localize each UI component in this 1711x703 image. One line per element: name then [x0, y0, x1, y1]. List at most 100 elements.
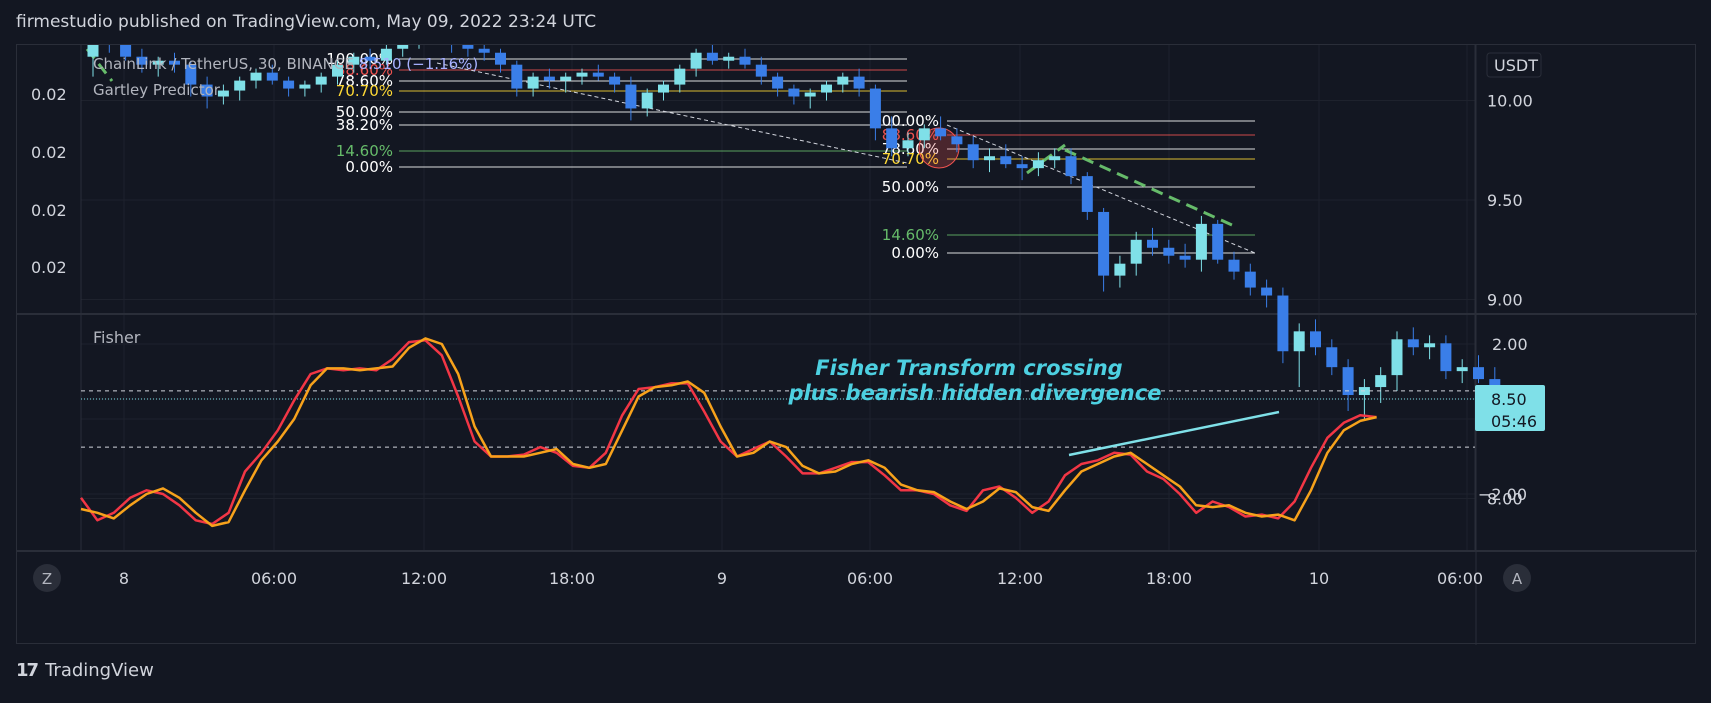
time-tick-label: 8	[119, 569, 129, 588]
time-tick-label: 12:00	[401, 569, 447, 588]
fisher-tick-label: −2.00	[1478, 485, 1527, 504]
candle-body	[527, 76, 539, 89]
candle-body	[1342, 367, 1354, 396]
candle-body	[462, 45, 474, 49]
candle-body	[1391, 339, 1403, 376]
current-price-badge	[1475, 385, 1545, 431]
candle-body	[332, 64, 343, 77]
candle-body	[788, 88, 800, 97]
candle-body	[1212, 223, 1224, 260]
candle-body	[1049, 156, 1061, 161]
fib1-diagonal	[436, 62, 908, 164]
candle-body	[1195, 223, 1207, 260]
candle-body	[1163, 247, 1175, 256]
candle-body	[1179, 255, 1191, 260]
time-tick-label: 06:00	[1437, 569, 1483, 588]
divergence-line	[1068, 410, 1280, 457]
candle-body	[1147, 239, 1158, 248]
candle-body	[886, 128, 898, 149]
candle-body	[576, 72, 588, 77]
candle-body	[641, 92, 653, 109]
fib2-label: 50.00%	[882, 178, 939, 196]
fib1-label: 88.60%	[336, 61, 393, 79]
left-scale-label: 0.02	[31, 143, 67, 162]
candle-body	[690, 52, 702, 69]
candle-body	[935, 128, 947, 137]
trend-line-green	[1026, 143, 1066, 175]
symbol-legend[interactable]: ChainLink / TetherUS, 30, BINANCE 8.510 …	[93, 55, 478, 73]
fisher-legend[interactable]: Fisher	[93, 328, 141, 347]
candle-body	[1244, 271, 1256, 288]
currency-badge	[1486, 52, 1542, 78]
candle-body	[918, 128, 930, 141]
fib1-label: 38.20%	[336, 116, 393, 134]
candle-body	[1032, 160, 1044, 169]
candle-body	[266, 72, 278, 81]
time-tick-label: 18:00	[1146, 569, 1192, 588]
candle-body	[869, 88, 881, 129]
candle-body	[364, 56, 376, 61]
fisher-line	[79, 339, 1377, 526]
publish-info: firmestudio published on TradingView.com…	[16, 12, 597, 32]
candle-body	[299, 84, 311, 89]
candle-body	[804, 92, 816, 97]
annotation-line-1: Fisher Transform crossing	[815, 356, 1122, 380]
candle-body	[1261, 287, 1273, 296]
candle-body	[1456, 367, 1468, 372]
annotation-line-2: plus bearish hidden divergence	[788, 381, 1162, 405]
candle-body	[739, 56, 751, 65]
fisher-tick-label: 2.00	[1492, 335, 1528, 354]
candlesticks	[81, 45, 1501, 419]
candle-body	[201, 84, 213, 97]
fib1-label: 14.60%	[336, 142, 393, 160]
candle-body	[283, 80, 295, 89]
candle-body	[1424, 343, 1436, 348]
fib2-label: 14.60%	[882, 226, 939, 244]
candle-body	[1310, 331, 1321, 348]
candle-body	[853, 76, 865, 89]
indicator-legend[interactable]: Gartley Predictor	[93, 81, 220, 99]
chart-canvas[interactable]: 100.00%88.60%78.60%70.70%50.00%38.20%14.…	[17, 45, 1697, 645]
candle-body	[495, 52, 506, 65]
price-tick-label: 9.00	[1487, 291, 1523, 310]
candle-body	[348, 56, 360, 65]
left-scale-label: 0.02	[31, 85, 67, 104]
candle-body	[706, 52, 718, 61]
candle-body	[674, 68, 686, 85]
time-tick-label: 12:00	[997, 569, 1043, 588]
bar-countdown-label: 05:46	[1491, 412, 1537, 431]
candle-body	[543, 76, 555, 81]
candle-body	[723, 56, 735, 61]
candle-body	[185, 64, 197, 85]
time-tick-label: 10	[1309, 569, 1329, 588]
price-tick-label: 8.00	[1487, 490, 1523, 509]
candle-body	[1326, 347, 1338, 368]
candle-body	[967, 144, 979, 161]
candle-body	[169, 60, 180, 65]
candle-body	[821, 84, 832, 93]
tradingview-logo[interactable]: 17 TradingView	[16, 660, 154, 681]
candle-body	[380, 48, 392, 61]
candle-body	[1114, 263, 1126, 276]
candle-body	[984, 156, 995, 161]
time-tick-label: 18:00	[549, 569, 595, 588]
currency-label: USDT	[1494, 56, 1538, 75]
chart-frame[interactable]: 100.00% 88.60% 78.60% 70.70% 50.00% 38.20% 14.…	[16, 44, 1697, 645]
trigger-line	[80, 337, 1377, 528]
candle-body	[478, 48, 490, 53]
auto-scale-button	[1503, 564, 1531, 592]
candle-body	[1130, 239, 1142, 264]
zoom-button-label: Z	[42, 570, 52, 588]
candle-body	[1473, 367, 1484, 380]
fib1-label: 100.00%	[326, 50, 393, 68]
candle-body	[837, 76, 849, 85]
time-tick-label: 06:00	[251, 569, 297, 588]
candle-body	[136, 56, 148, 65]
price-tick-label: 10.00	[1487, 92, 1533, 111]
current-price-label: 8.50	[1491, 390, 1527, 409]
fib2-label: 100.00%	[872, 112, 939, 130]
candle-body	[592, 72, 604, 77]
candle-body	[1000, 156, 1012, 165]
candle-body	[1016, 164, 1028, 169]
tv-logo-mark: 17	[16, 660, 39, 681]
